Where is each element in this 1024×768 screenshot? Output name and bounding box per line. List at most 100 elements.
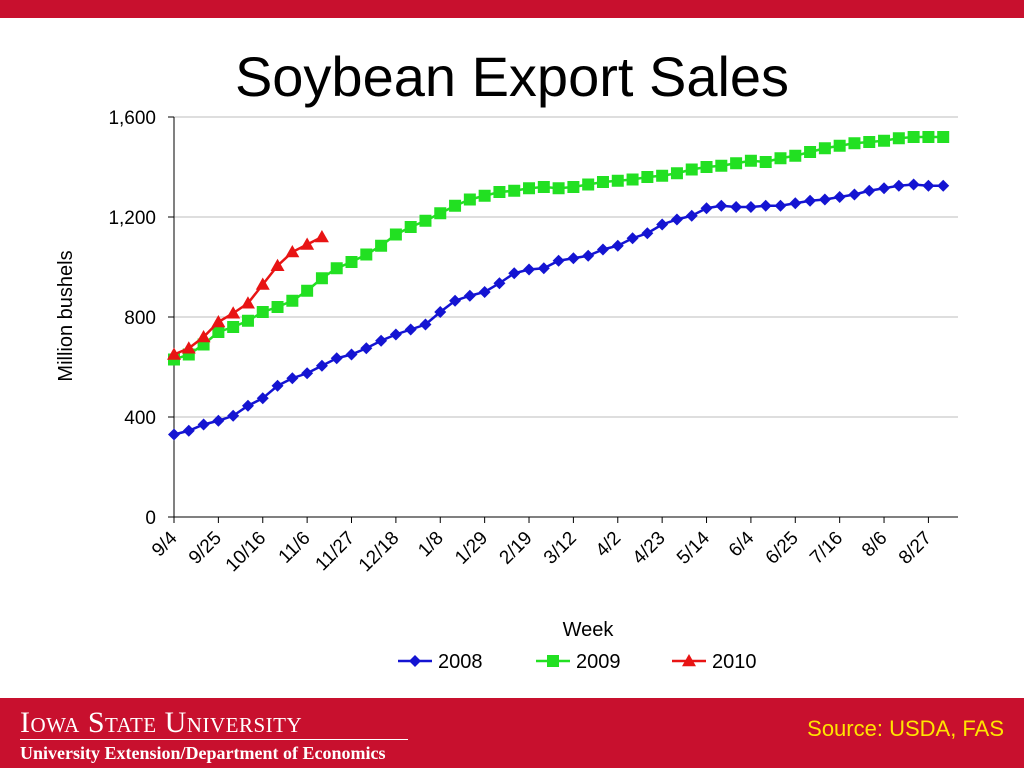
- series-2008: [168, 178, 950, 441]
- data-point-2008: [197, 418, 210, 431]
- data-point-2008: [389, 328, 402, 341]
- data-point-2008: [375, 334, 388, 347]
- data-point-2009: [434, 207, 447, 220]
- data-point-2008: [878, 182, 891, 195]
- data-point-2009: [212, 326, 225, 338]
- data-point-2009: [375, 239, 388, 252]
- data-point-2008: [478, 286, 491, 298]
- data-point-2009: [360, 248, 373, 261]
- data-point-2008: [596, 243, 609, 256]
- data-point-2010: [255, 277, 270, 290]
- legend-entry-2010: 2010: [672, 651, 757, 673]
- x-tick-label: 4/23: [629, 528, 670, 569]
- data-point-2008: [774, 199, 787, 212]
- data-point-2009: [744, 154, 757, 167]
- data-point-2008: [523, 263, 536, 276]
- data-point-2009: [818, 142, 831, 155]
- data-point-2009: [700, 161, 713, 173]
- x-tick-label: 1/29: [451, 528, 492, 569]
- data-point-2009: [582, 178, 595, 191]
- data-point-2008: [611, 239, 624, 252]
- data-point-2009: [389, 228, 402, 241]
- data-point-2008: [804, 194, 817, 207]
- series-line-2009: [173, 135, 944, 361]
- data-point-2008: [582, 249, 595, 262]
- x-tick-label: 6/4: [725, 527, 759, 561]
- x-tick-label: 11/27: [312, 528, 359, 575]
- data-point-2009: [789, 149, 802, 162]
- data-point-2009: [892, 132, 905, 145]
- x-tick-label: 9/4: [148, 527, 182, 561]
- x-tick-label: 9/25: [185, 528, 226, 569]
- data-point-2008: [463, 289, 476, 302]
- data-point-2008: [419, 318, 432, 331]
- data-point-2008: [271, 379, 284, 392]
- data-point-2009: [848, 137, 861, 150]
- data-point-2008: [789, 197, 802, 210]
- x-tick-label: 4/2: [592, 528, 626, 562]
- data-point-2009: [286, 294, 299, 307]
- data-point-2008: [656, 218, 669, 231]
- data-point-2008: [360, 342, 373, 355]
- data-point-2009: [478, 189, 491, 202]
- legend-entry-2009: 2009: [536, 651, 621, 673]
- axes: [168, 116, 958, 523]
- data-point-2010: [181, 341, 196, 354]
- series: [167, 131, 950, 441]
- data-point-2008: [907, 178, 920, 191]
- x-tick-label: 11/6: [275, 528, 315, 568]
- data-point-2008: [715, 199, 728, 212]
- data-point-2010: [240, 296, 255, 309]
- data-point-2009: [774, 152, 787, 165]
- x-tick-label: 1/8: [414, 528, 448, 562]
- data-point-2008: [730, 201, 743, 213]
- data-point-2009: [227, 321, 240, 333]
- data-point-2008: [345, 348, 358, 361]
- data-point-2009: [596, 176, 609, 188]
- data-point-2010: [167, 347, 181, 360]
- x-tick-label: 3/12: [540, 528, 581, 569]
- x-axis-title: Week: [563, 619, 615, 641]
- data-point-2009: [759, 156, 772, 168]
- data-point-2009: [611, 174, 624, 187]
- y-tick-label: 400: [124, 408, 156, 429]
- data-point-2008: [700, 202, 713, 215]
- series-2009: [168, 131, 950, 366]
- data-point-2009: [241, 314, 254, 327]
- data-point-2008: [168, 428, 180, 441]
- x-tick-label: 5/14: [673, 527, 714, 568]
- data-point-2008: [892, 179, 905, 192]
- data-point-2008: [256, 392, 269, 405]
- data-point-2009: [330, 262, 343, 275]
- data-point-2008: [241, 399, 254, 412]
- data-point-2008: [937, 179, 950, 192]
- data-point-2008: [922, 179, 935, 192]
- data-point-2008: [744, 201, 757, 213]
- data-point-2008: [759, 199, 772, 212]
- legend-label: 2008: [438, 651, 483, 673]
- data-point-2009: [567, 181, 580, 193]
- data-point-2009: [271, 301, 284, 313]
- series-2010: [167, 230, 329, 360]
- x-tick-label: 8/6: [858, 528, 892, 562]
- data-point-2008: [212, 414, 225, 427]
- data-point-2010: [196, 330, 211, 343]
- legend-marker: [682, 654, 696, 667]
- data-point-2008: [833, 191, 846, 203]
- data-point-2009: [301, 284, 314, 297]
- data-point-2009: [907, 131, 920, 143]
- data-point-2010: [211, 315, 226, 328]
- data-point-2009: [730, 157, 743, 170]
- data-point-2009: [626, 173, 639, 186]
- data-point-2008: [434, 306, 447, 318]
- data-point-2009: [493, 186, 506, 198]
- x-tick-label: 10/16: [222, 528, 270, 576]
- data-point-2008: [301, 367, 314, 380]
- data-point-2008: [493, 277, 506, 290]
- department-label: University Extension/Department of Econo…: [20, 743, 386, 763]
- y-tick-label: 800: [124, 308, 156, 329]
- data-point-2008: [508, 267, 521, 280]
- data-point-2008: [670, 213, 683, 226]
- data-point-2009: [878, 134, 891, 147]
